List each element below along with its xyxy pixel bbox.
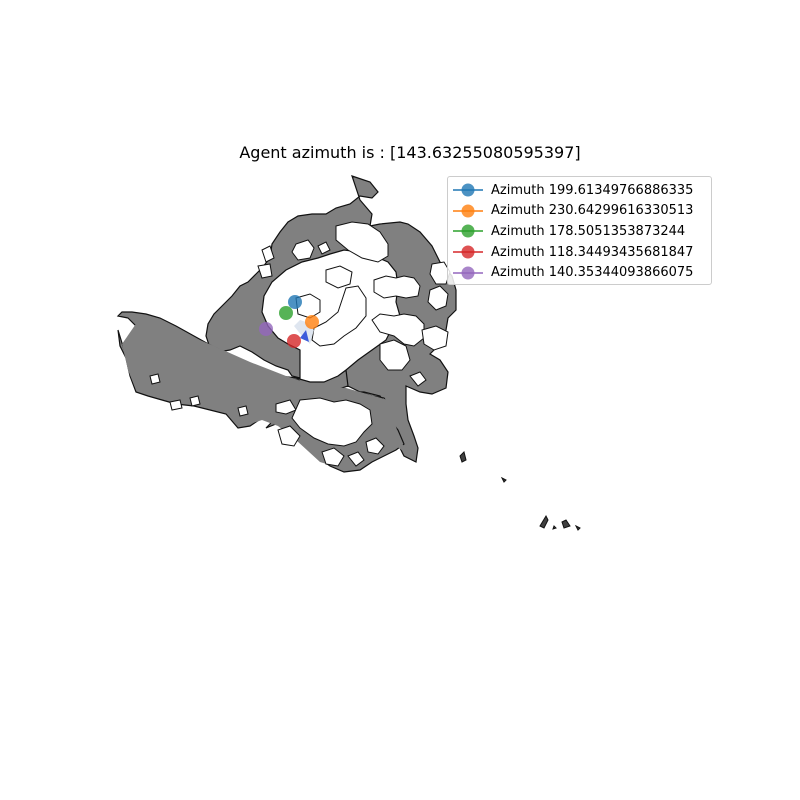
legend-entry: Azimuth 178.5051353873244 xyxy=(448,221,711,242)
legend-label: Azimuth 199.61349766886335 xyxy=(491,182,694,198)
azimuth-point xyxy=(287,334,301,348)
azimuth-point xyxy=(305,315,319,329)
legend-swatch-icon xyxy=(453,183,483,197)
legend-swatch-icon xyxy=(453,245,483,259)
legend-entry: Azimuth 230.64299616330513 xyxy=(448,201,711,222)
legend-entry: Azimuth 199.61349766886335 xyxy=(448,180,711,201)
legend: Azimuth 199.61349766886335 Azimuth 230.6… xyxy=(447,176,712,285)
azimuth-point xyxy=(279,306,293,320)
legend-label: Azimuth 178.5051353873244 xyxy=(491,223,686,239)
azimuth-point xyxy=(288,295,302,309)
legend-entry: Azimuth 118.34493435681847 xyxy=(448,242,711,263)
legend-label: Azimuth 140.35344093866075 xyxy=(491,265,694,281)
agent-marker xyxy=(300,330,309,342)
legend-swatch-icon xyxy=(453,204,483,218)
legend-label: Azimuth 118.34493435681847 xyxy=(491,244,694,260)
legend-entry: Azimuth 140.35344093866075 xyxy=(448,262,711,283)
azimuth-point xyxy=(259,322,273,336)
plot-title: Agent azimuth is : [143.63255080595397] xyxy=(239,143,581,162)
legend-swatch-icon xyxy=(453,266,483,280)
legend-label: Azimuth 230.64299616330513 xyxy=(491,203,694,219)
legend-swatch-icon xyxy=(453,224,483,238)
